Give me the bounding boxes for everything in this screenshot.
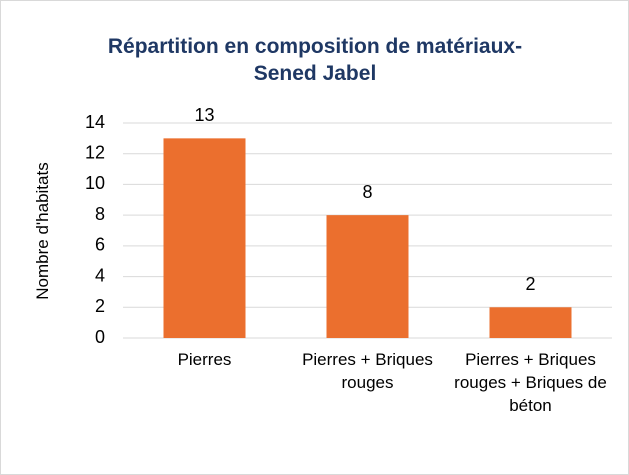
value-label: 13: [194, 105, 214, 125]
y-tick-label: 2: [95, 296, 105, 316]
bar: [489, 307, 572, 338]
y-tick-label: 0: [95, 327, 105, 347]
y-axis-label: Nombre d'habitats: [33, 162, 52, 300]
y-tick-label: 4: [95, 265, 105, 285]
x-tick-label: Pierres: [177, 350, 232, 369]
x-tick-label: Pierres + Briques rouges + Briques de bé…: [454, 350, 607, 415]
y-tick-label: 10: [85, 173, 105, 193]
bar: [163, 138, 246, 338]
y-tick-label: 12: [85, 142, 105, 162]
y-tick-label: 6: [95, 235, 105, 255]
y-tick-label: 8: [95, 204, 105, 224]
value-label: 8: [362, 182, 372, 202]
chart-title: Répartition en composition de matériaux-…: [107, 35, 523, 85]
x-tick-label: Pierres + Briques rouges: [302, 350, 433, 392]
y-tick-label: 14: [85, 112, 105, 132]
bar: [326, 215, 409, 338]
value-label: 2: [525, 274, 535, 294]
